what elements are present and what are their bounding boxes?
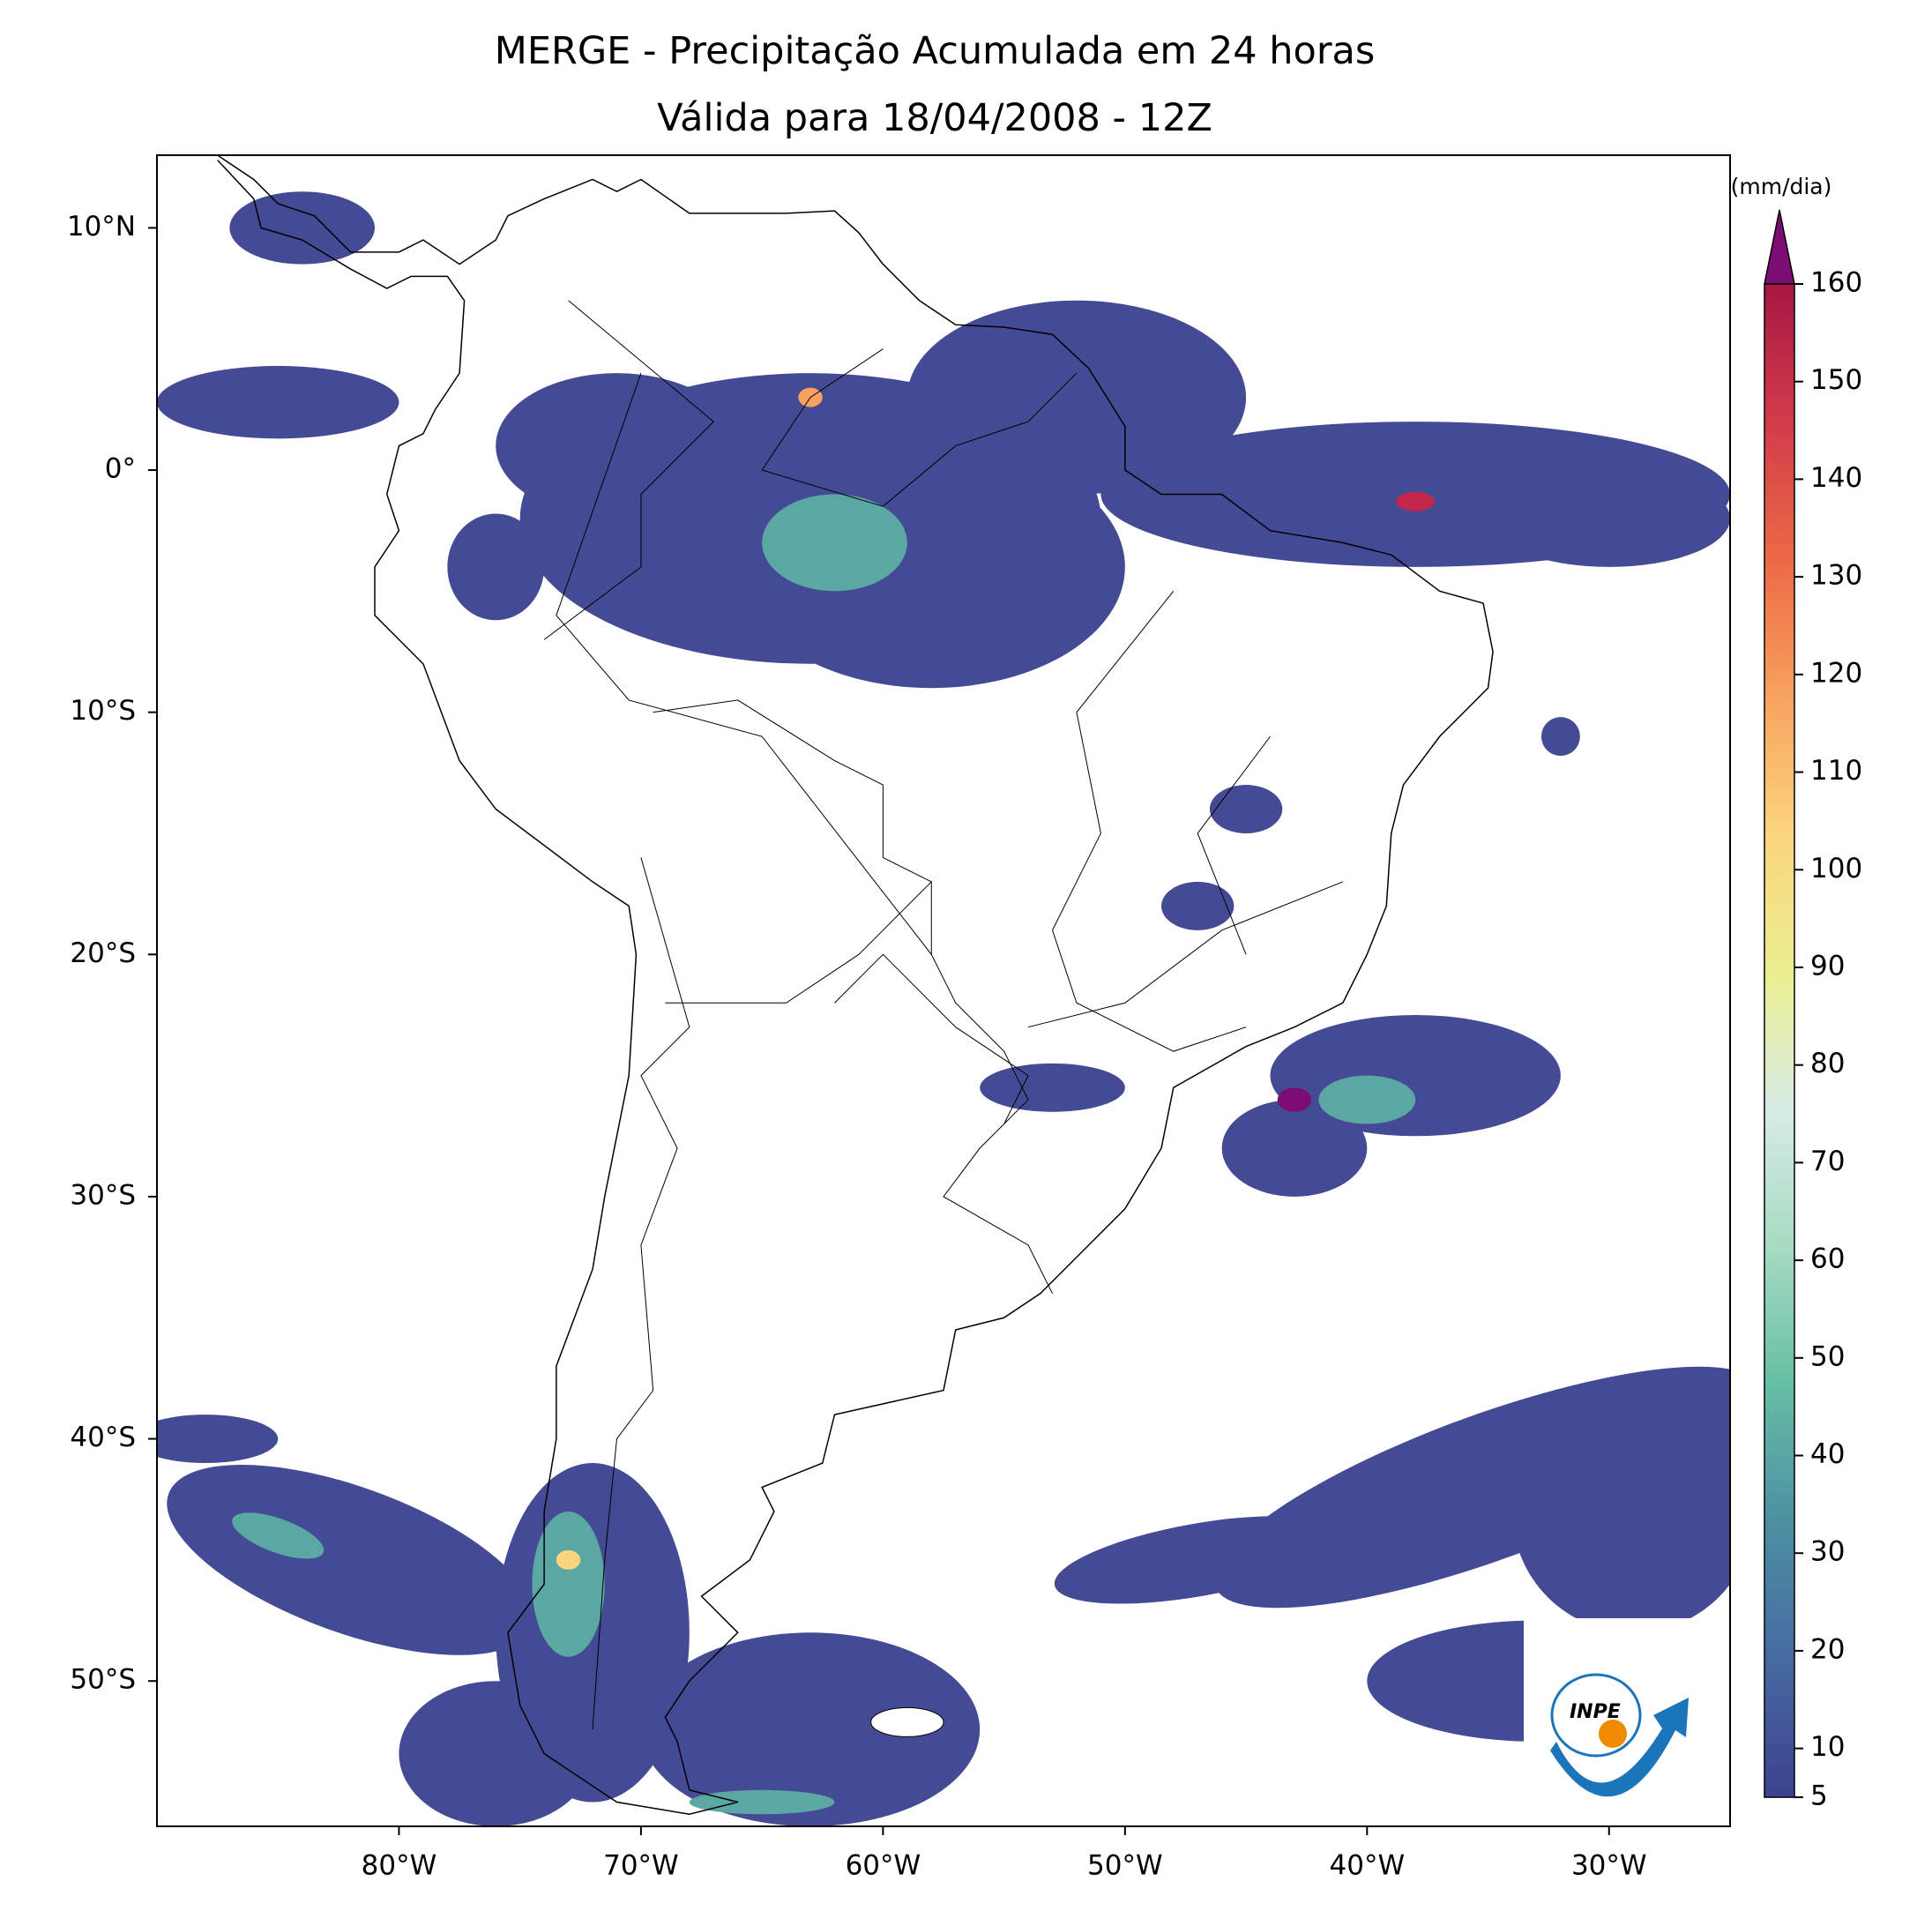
coastline [218, 155, 1493, 1814]
y-tick-label: 10°N [67, 211, 136, 243]
map-area [157, 155, 1730, 1826]
logo-orbit [1550, 1673, 1642, 1758]
y-tick-label: 50°S [70, 1664, 136, 1696]
logo-arrow [1550, 1698, 1689, 1797]
map-geo [157, 155, 1730, 1826]
colorbar-tick-label: 30 [1810, 1536, 1845, 1568]
logo: INPE [1524, 1618, 1712, 1823]
colorbar-tick-label: 70 [1810, 1146, 1845, 1177]
colorbar-extend [1764, 209, 1795, 285]
title-line-2: Válida para 18/04/2008 - 12Z [657, 96, 1212, 140]
colorbar-tick-label: 20 [1810, 1633, 1845, 1665]
borders [544, 301, 1343, 1729]
x-tick-label: 60°W [846, 1850, 921, 1882]
colorbar-tick-label: 120 [1810, 657, 1862, 689]
colorbar-label: (mm/dia) [1731, 174, 1832, 199]
logo-sun [1599, 1720, 1627, 1748]
colorbar-tick-label: 40 [1810, 1438, 1845, 1470]
map-frame [156, 154, 1731, 1827]
colorbar-tick-label: 80 [1810, 1048, 1845, 1079]
x-tick-label: 40°W [1330, 1850, 1406, 1882]
title-line-1: MERGE - Precipitação Acumulada em 24 hor… [495, 29, 1376, 73]
colorbar-tick-label: 160 [1810, 267, 1862, 299]
x-tick-label: 70°W [603, 1850, 679, 1882]
colorbar-tick-label: 100 [1810, 853, 1862, 885]
y-tick-label: 20°S [70, 937, 136, 969]
precip-moderate [232, 494, 1658, 1815]
falklands [871, 1707, 944, 1736]
colorbar-tick-label: 110 [1810, 755, 1862, 787]
precip-heavy [556, 387, 1436, 1570]
logo-text: INPE [1570, 1701, 1621, 1723]
x-tick-label: 30°W [1571, 1850, 1647, 1882]
y-tick-label: 0° [105, 453, 136, 485]
x-tick-label: 50°W [1087, 1850, 1163, 1882]
y-tick-label: 10°S [70, 695, 136, 727]
x-tick-label: 80°W [362, 1850, 437, 1882]
y-tick-label: 30°S [70, 1179, 136, 1211]
colorbar-tick-label: 5 [1810, 1780, 1828, 1812]
y-tick-label: 40°S [70, 1422, 136, 1453]
colorbar-tick-label: 150 [1810, 364, 1862, 396]
colorbar-tick-label: 50 [1810, 1340, 1845, 1372]
colorbar-tick-label: 140 [1810, 462, 1862, 494]
colorbar-tick-label: 60 [1810, 1243, 1845, 1275]
colorbar-tick-label: 90 [1810, 950, 1845, 982]
colorbar-tick-label: 130 [1810, 560, 1862, 592]
precip-base [157, 191, 1730, 1826]
colorbar-scale [1764, 283, 1795, 1798]
colorbar-tick-label: 10 [1810, 1731, 1845, 1763]
